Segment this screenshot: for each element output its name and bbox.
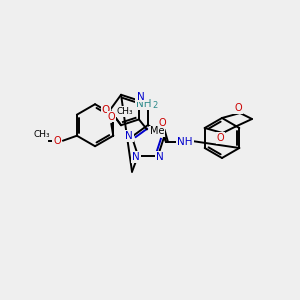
Text: O: O: [53, 136, 61, 146]
Text: NH: NH: [177, 137, 193, 147]
Text: 2: 2: [152, 100, 158, 109]
Text: N: N: [156, 152, 164, 162]
Text: O: O: [158, 118, 166, 128]
Text: O: O: [107, 112, 115, 122]
Text: O: O: [102, 105, 110, 115]
Text: CH₃: CH₃: [34, 130, 50, 139]
Text: CH₃: CH₃: [117, 107, 134, 116]
Text: N: N: [137, 92, 145, 102]
Text: NH: NH: [136, 99, 152, 109]
Text: O: O: [234, 103, 242, 113]
Text: N: N: [132, 152, 140, 162]
Text: N: N: [125, 131, 133, 141]
Text: Me: Me: [150, 126, 164, 136]
Text: O: O: [217, 133, 224, 143]
